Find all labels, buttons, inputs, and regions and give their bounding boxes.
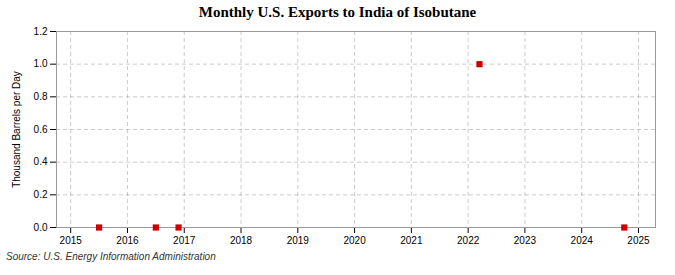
svg-text:2019: 2019	[287, 235, 310, 246]
svg-text:2016: 2016	[116, 235, 139, 246]
svg-text:2017: 2017	[173, 235, 196, 246]
html-text:Monthly U.S. Exports to India: Monthly U.S. Exports to India of Isobuta…	[198, 4, 477, 20]
svg-text:2018: 2018	[230, 235, 253, 246]
svg-text:2020: 2020	[343, 235, 366, 246]
svg-text:Thousand Barrels per Day: Thousand Barrels per Day	[11, 71, 22, 188]
svg-text:1.2: 1.2	[34, 26, 48, 37]
svg-text:0.0: 0.0	[34, 222, 48, 233]
svg-text:0.4: 0.4	[34, 156, 48, 167]
svg-text:0.8: 0.8	[34, 91, 48, 102]
svg-text:2021: 2021	[400, 235, 423, 246]
svg-text:2023: 2023	[514, 235, 537, 246]
html-text:Source: U.S. Energy Informatio: Source: U.S. Energy Information Administ…	[6, 251, 216, 262]
svg-text:2015: 2015	[60, 235, 83, 246]
svg-text:0.6: 0.6	[34, 124, 48, 135]
svg-text:2024: 2024	[571, 235, 594, 246]
svg-text:2025: 2025	[627, 235, 650, 246]
svg-text:0.2: 0.2	[34, 189, 48, 200]
svg-text:1.0: 1.0	[34, 58, 48, 69]
svg-text:2022: 2022	[457, 235, 480, 246]
